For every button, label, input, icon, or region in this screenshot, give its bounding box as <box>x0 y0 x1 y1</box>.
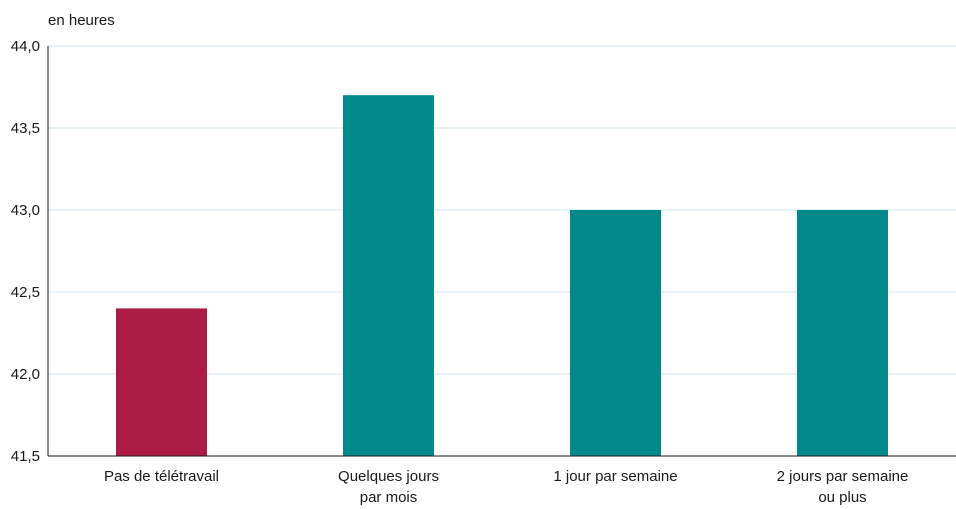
x-tick-label: 1 jour par semaine <box>553 468 677 485</box>
y-tick-label: 42,5 <box>11 284 40 301</box>
y-tick-label: 44,0 <box>11 38 40 55</box>
y-tick-label: 42,0 <box>11 366 40 383</box>
bar <box>570 210 661 456</box>
x-tick-label: Pas de télétravail <box>104 468 219 485</box>
bar <box>116 308 207 456</box>
y-tick-label: 43,0 <box>11 202 40 219</box>
y-tick-label: 41,5 <box>11 448 40 465</box>
y-unit-label: en heures <box>48 12 115 29</box>
x-tick-label: ou plus <box>818 489 866 506</box>
x-tick-label: 2 jours par semaine <box>777 468 909 485</box>
bar <box>797 210 888 456</box>
y-tick-label: 43,5 <box>11 120 40 137</box>
bar <box>343 95 434 456</box>
x-tick-label: Quelques jours <box>338 468 439 485</box>
x-tick-label: par mois <box>360 489 418 506</box>
